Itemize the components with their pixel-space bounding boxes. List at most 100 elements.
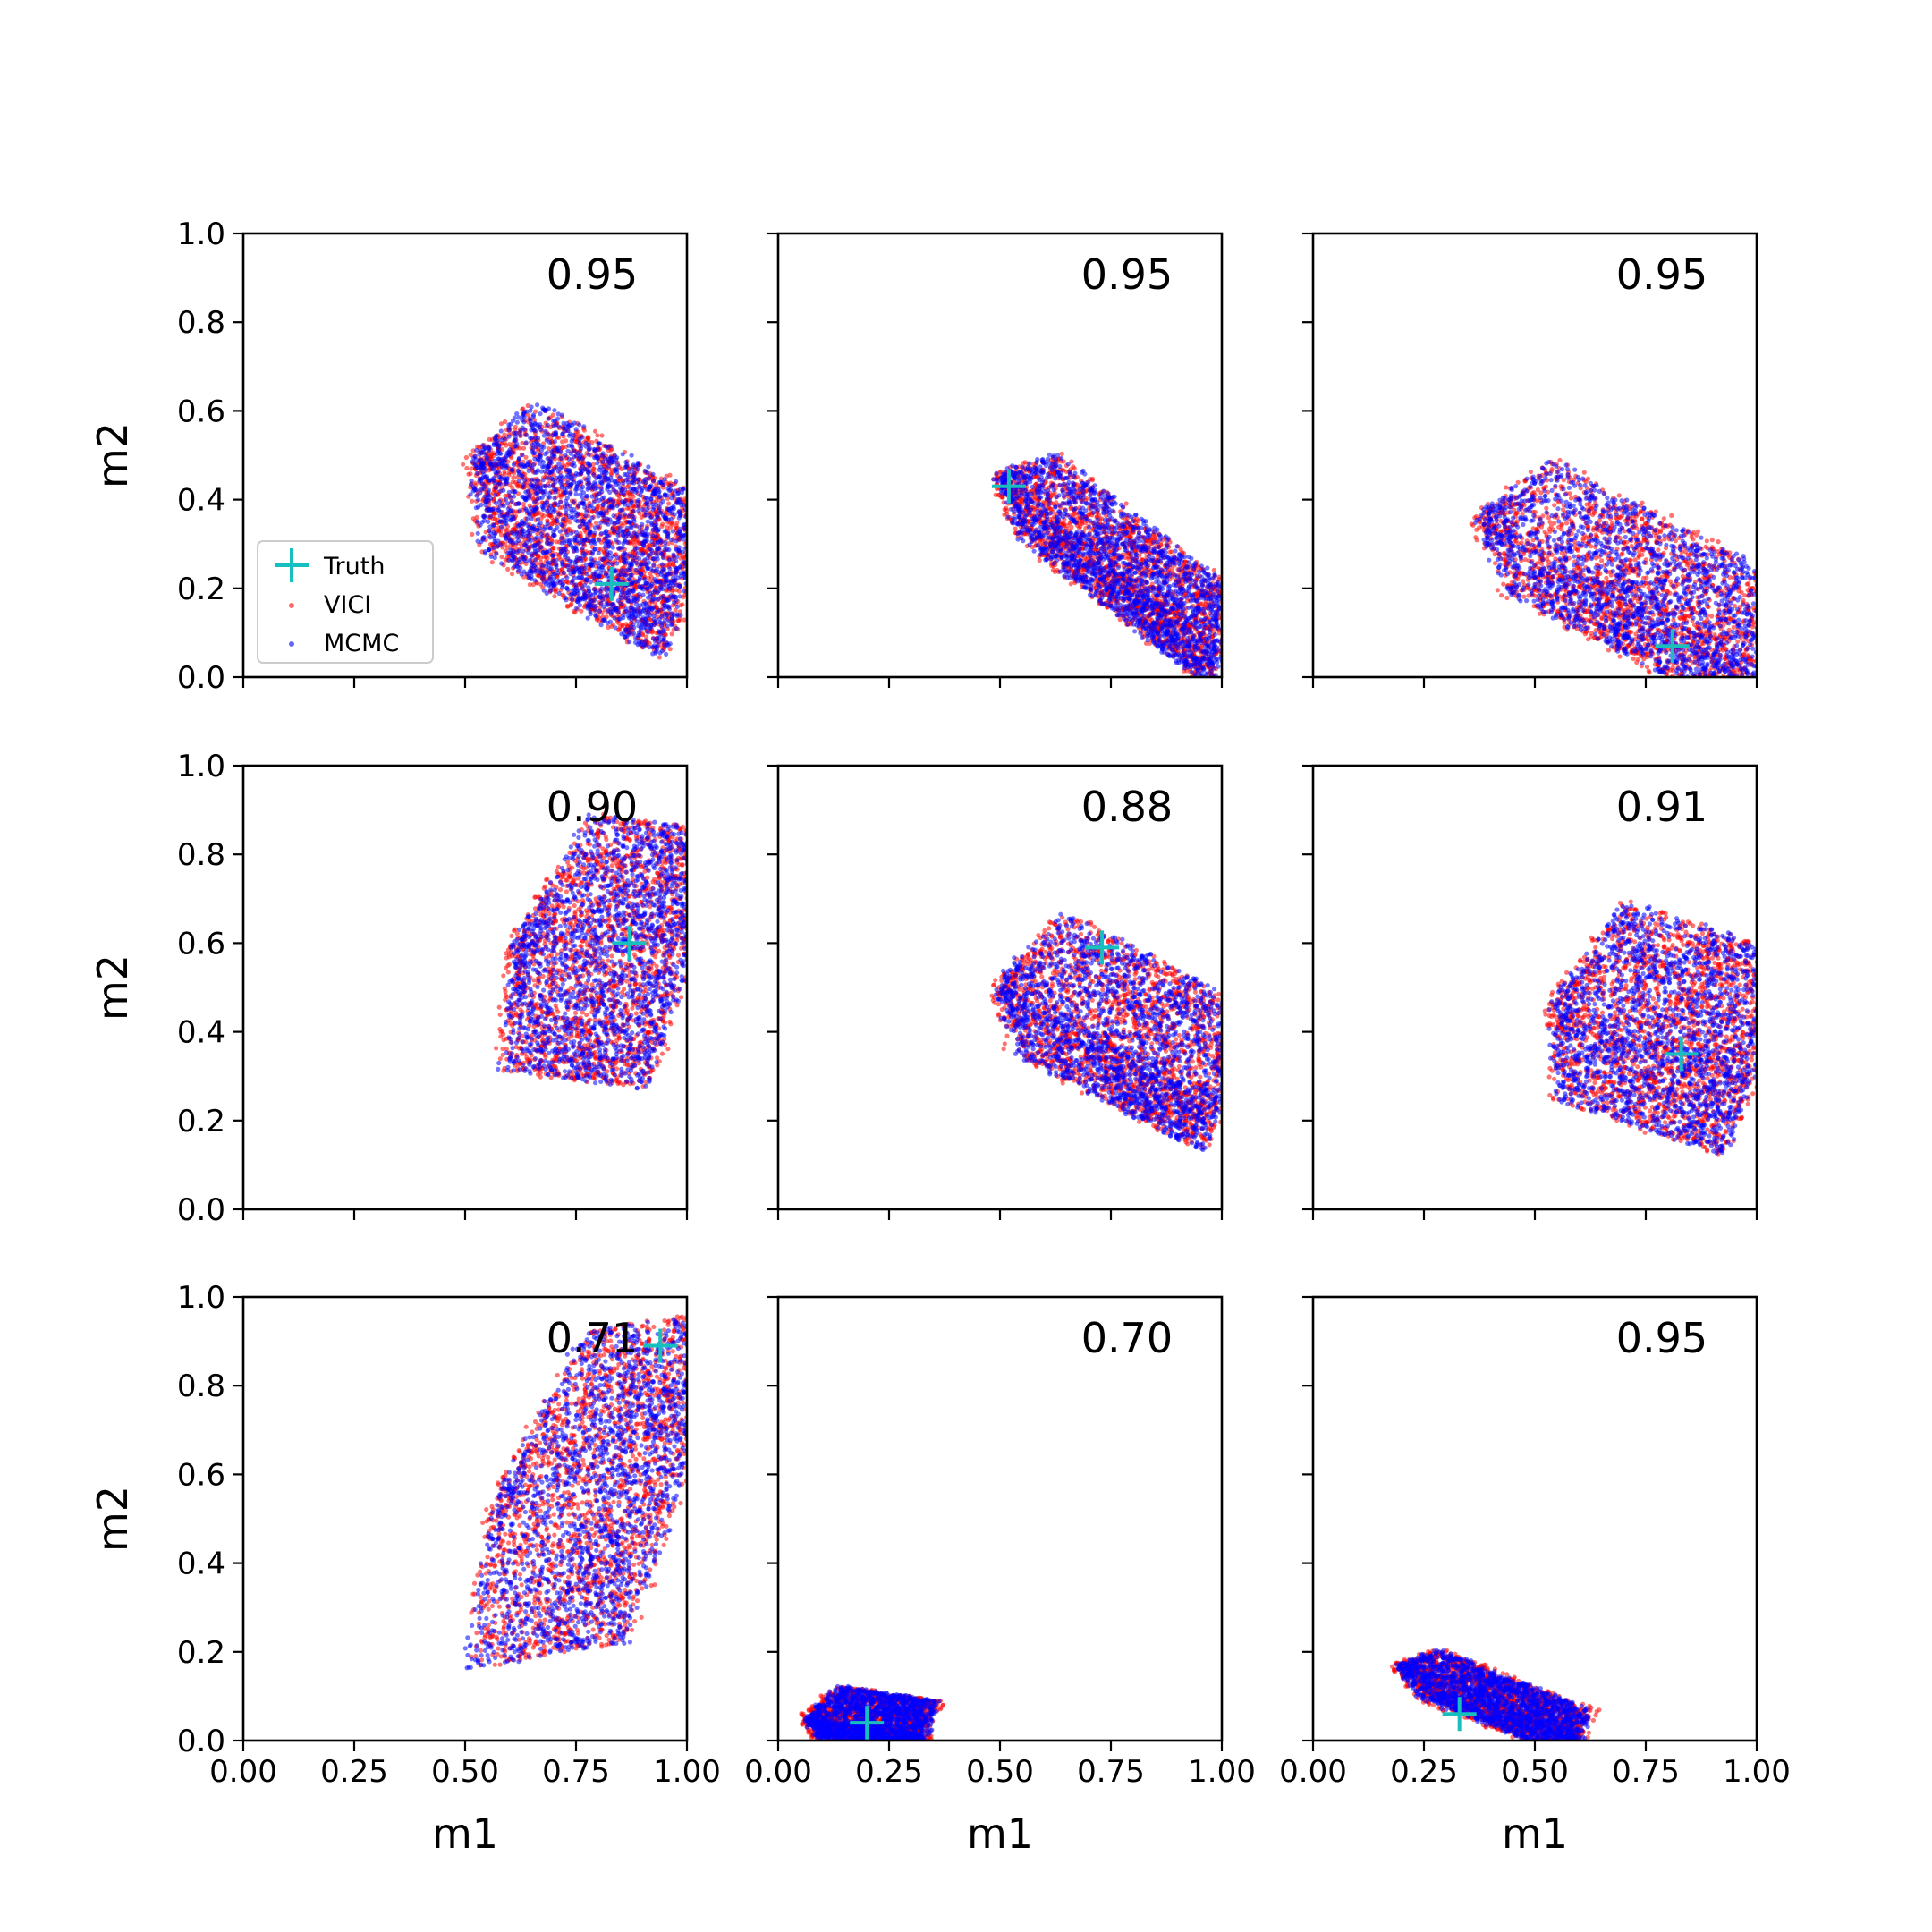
sample-point	[497, 499, 502, 504]
sample-point	[586, 470, 590, 475]
sample-point	[585, 572, 589, 576]
sample-point	[573, 487, 578, 492]
sample-point	[470, 532, 474, 537]
sample-point	[678, 613, 682, 617]
sample-point	[655, 590, 659, 595]
sample-point	[570, 445, 574, 449]
sample-point	[656, 539, 660, 544]
sample-point	[631, 514, 635, 519]
sample-point	[645, 532, 649, 537]
sample-point	[644, 501, 648, 505]
sample-point	[644, 625, 648, 630]
sample-point	[474, 494, 479, 498]
sample-point	[576, 451, 580, 455]
sample-point	[486, 490, 490, 495]
sample-point	[644, 563, 648, 567]
sample-point	[586, 486, 590, 490]
sample-point	[549, 504, 554, 508]
sample-point	[494, 471, 498, 476]
sample-point	[547, 470, 552, 475]
sample-point	[629, 526, 633, 530]
sample-point	[592, 530, 597, 535]
sample-point	[582, 597, 587, 601]
sample-point	[516, 569, 521, 573]
sample-point	[572, 449, 576, 453]
sample-point	[631, 625, 636, 630]
sample-point	[616, 598, 621, 603]
sample-point	[658, 580, 663, 585]
sample-point	[615, 555, 620, 560]
sample-point	[578, 492, 582, 496]
sample-point	[530, 561, 535, 565]
sample-point	[563, 504, 567, 509]
sample-point	[657, 640, 661, 644]
sample-point	[547, 464, 551, 469]
sample-point	[608, 475, 613, 479]
sample-point	[488, 535, 493, 539]
sample-point	[573, 582, 578, 587]
sample-point	[588, 504, 592, 509]
sample-point	[579, 479, 583, 484]
sample-point	[599, 433, 604, 437]
sample-point	[619, 568, 623, 572]
sample-point	[549, 541, 554, 546]
sample-point	[660, 567, 665, 572]
sample-point	[630, 554, 634, 558]
sample-point	[580, 485, 585, 489]
sample-point	[633, 640, 638, 645]
sample-point	[524, 544, 529, 548]
sample-point	[615, 462, 620, 467]
sample-point	[541, 550, 546, 555]
sample-point	[581, 424, 586, 428]
sample-point	[496, 449, 500, 453]
sample-point	[562, 517, 566, 521]
sample-point	[556, 469, 561, 473]
sample-point	[599, 531, 604, 536]
sample-point	[568, 520, 572, 524]
sample-point	[597, 538, 601, 542]
y-tick-label: 0.6	[177, 394, 225, 429]
sample-point	[538, 422, 542, 427]
sample-point	[570, 597, 574, 602]
sample-point	[495, 442, 499, 446]
sample-point	[475, 539, 479, 544]
sample-point	[576, 575, 580, 580]
sample-point	[505, 501, 510, 505]
sample-point	[662, 548, 666, 553]
sample-point	[577, 422, 581, 427]
sample-point	[651, 556, 656, 561]
sample-point	[487, 547, 491, 552]
sample-point	[487, 448, 491, 453]
sample-point	[626, 577, 631, 581]
sample-point	[568, 564, 572, 568]
sample-point	[521, 446, 526, 451]
sample-point	[595, 461, 599, 465]
sample-point	[674, 548, 679, 553]
sample-point	[518, 462, 522, 467]
sample-point	[538, 458, 543, 462]
sample-point	[589, 599, 594, 604]
sample-point	[657, 629, 661, 633]
sample-point	[559, 495, 564, 499]
sample-point	[538, 545, 543, 549]
sample-point	[559, 536, 564, 540]
sample-point	[492, 539, 496, 544]
sample-point	[510, 467, 514, 471]
sample-point	[616, 520, 621, 524]
sample-point	[587, 604, 591, 608]
sample-point	[470, 460, 475, 464]
sample-point	[645, 619, 649, 623]
sample-point	[599, 487, 604, 491]
sample-point	[643, 611, 648, 615]
sample-point	[553, 439, 557, 444]
sample-point	[562, 487, 566, 491]
legend-label: Truth	[323, 553, 385, 580]
sample-point	[552, 424, 556, 428]
sample-point	[552, 454, 556, 459]
sample-point	[587, 532, 591, 537]
sample-point	[484, 467, 488, 471]
sample-point	[565, 532, 570, 537]
sample-point	[606, 479, 611, 484]
sample-point	[645, 556, 649, 561]
sample-point	[562, 540, 566, 545]
